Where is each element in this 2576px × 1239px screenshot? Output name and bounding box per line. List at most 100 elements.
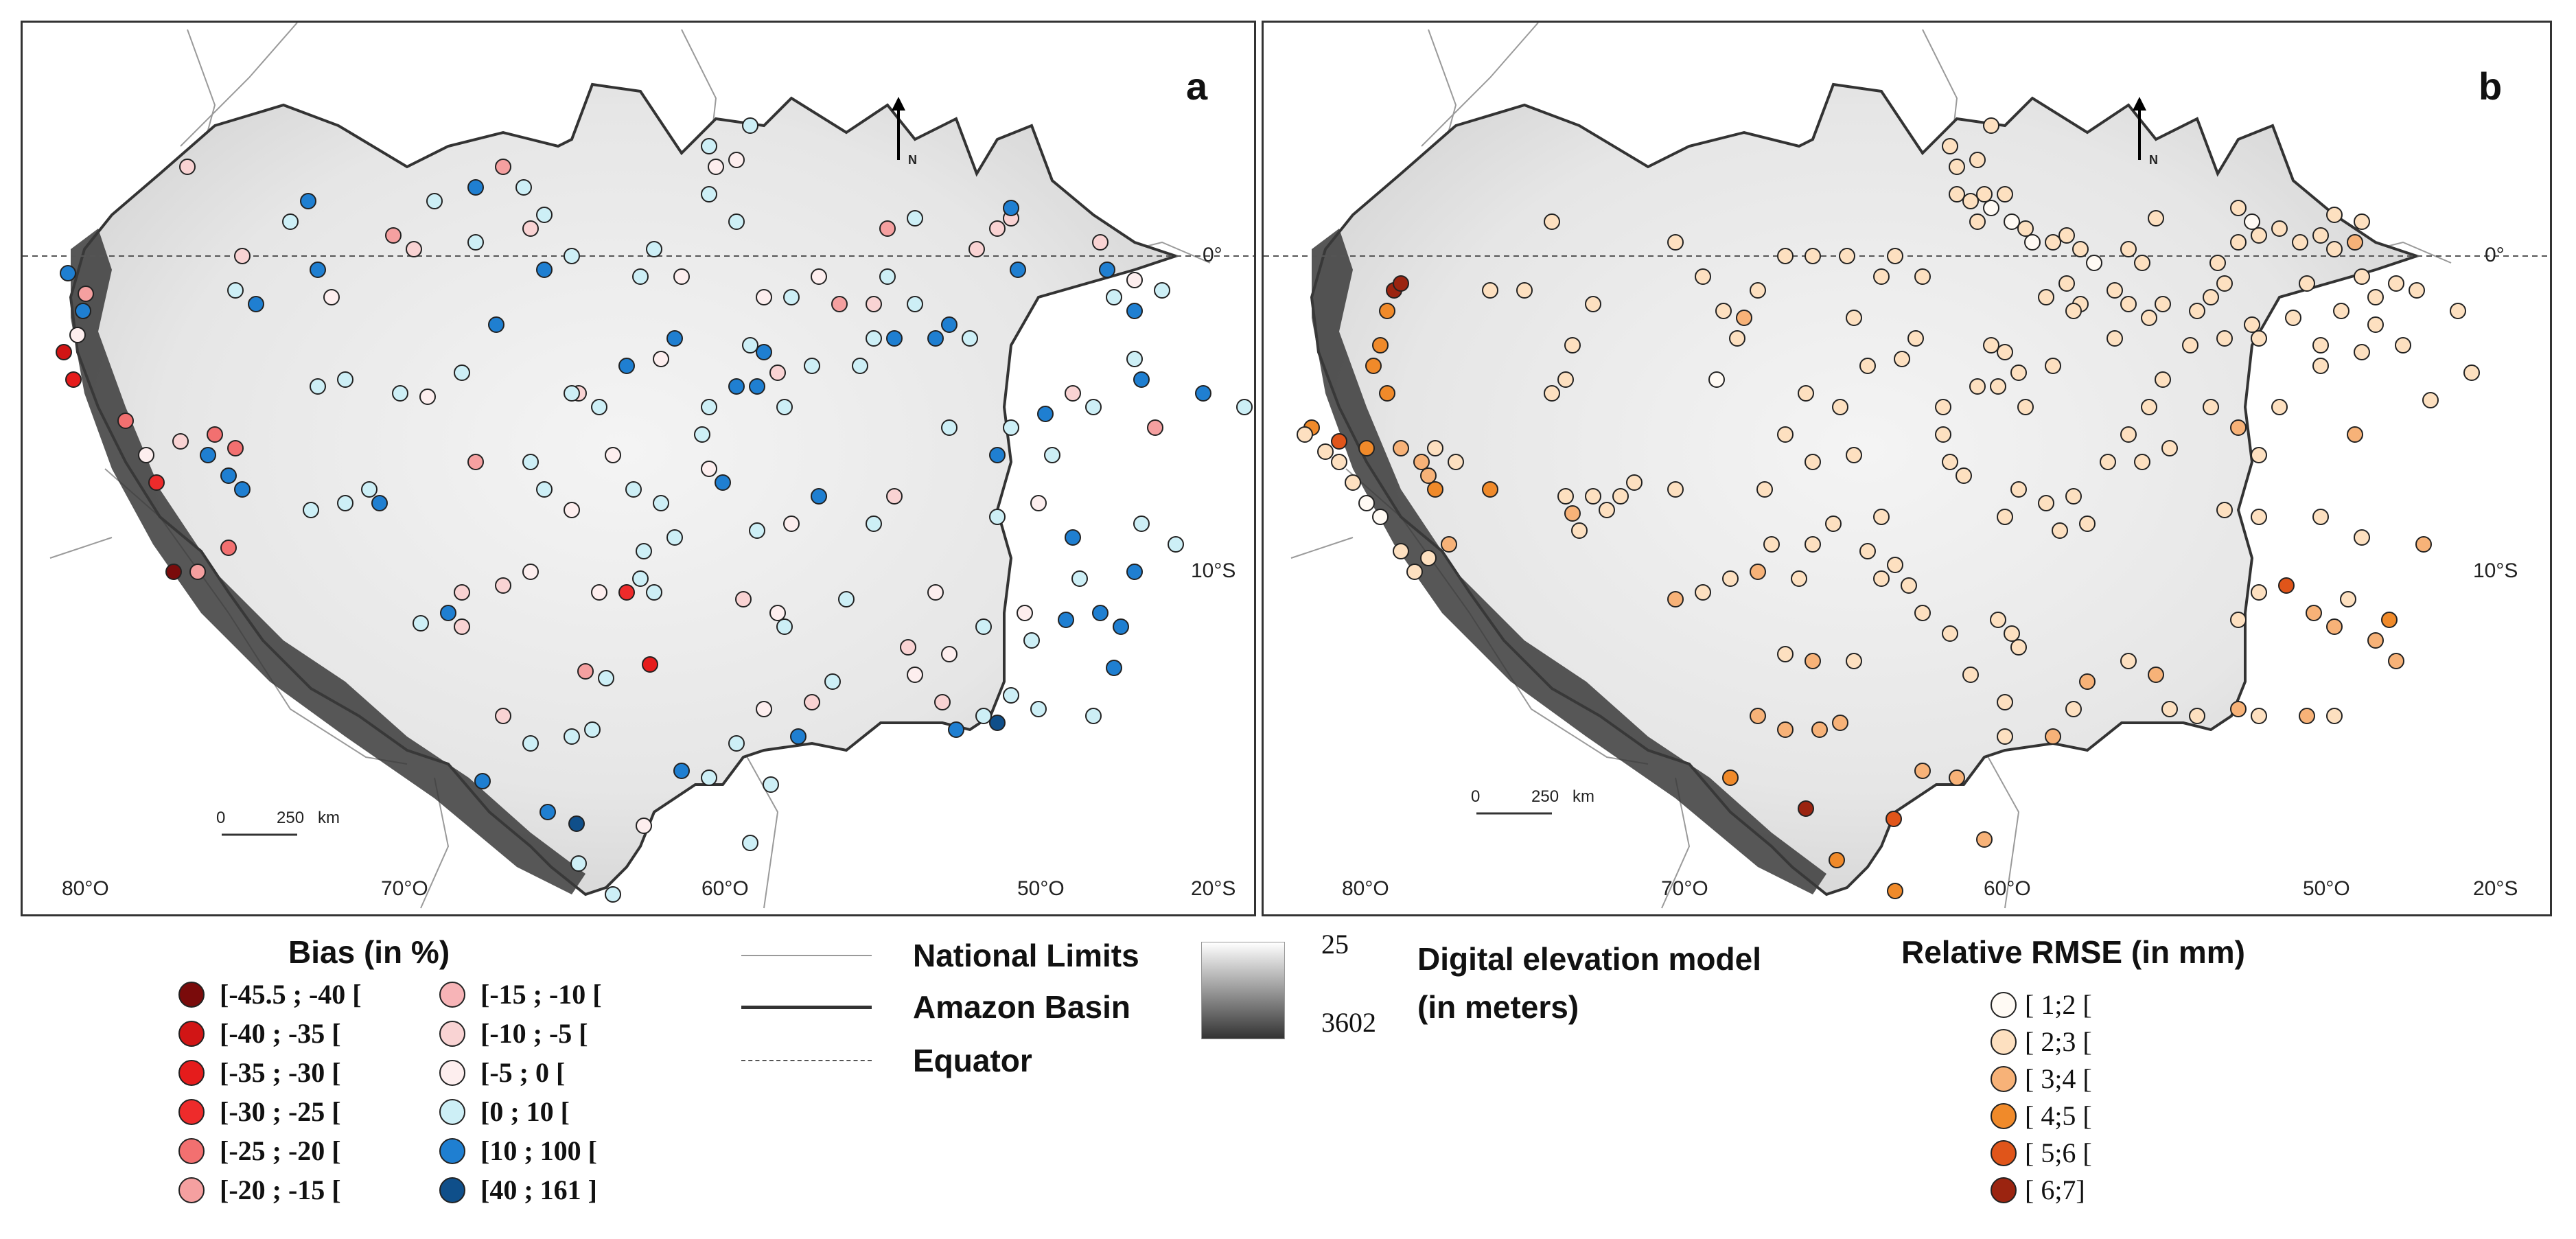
station: [1846, 310, 1862, 326]
rmse-legend-entry: [ 1;2 [: [1991, 988, 2092, 1021]
station: [371, 495, 388, 511]
station: [2209, 255, 2226, 271]
station: [769, 364, 786, 381]
station: [361, 481, 378, 498]
station: [1667, 234, 1684, 251]
bias-legend-label: [-20 ; -15 [: [220, 1174, 341, 1205]
station: [426, 193, 443, 209]
station: [1113, 618, 1129, 635]
bias-legend-label: [-5 ; 0 [: [480, 1057, 566, 1088]
station: [1983, 200, 1999, 216]
station: [1448, 454, 1464, 470]
station: [2312, 337, 2329, 354]
lat-label-20s: 20°S: [1191, 877, 1236, 900]
station: [866, 296, 882, 312]
station: [907, 667, 923, 683]
station: [392, 385, 408, 402]
amazon-basin-b: [1310, 82, 2422, 896]
bias-legend-entry: [-15 ; -10 [: [439, 978, 602, 1010]
station: [2065, 303, 2082, 319]
legend-national-limits-label: National Limits: [913, 938, 1139, 973]
bias-legend-entry: [-25 ; -20 [: [178, 1135, 341, 1167]
bias-legend-label: [0 ; 10 [: [480, 1096, 570, 1127]
station: [2409, 282, 2425, 299]
station: [2203, 289, 2219, 305]
station: [536, 481, 553, 498]
station: [968, 241, 985, 257]
station: [1956, 467, 1972, 484]
dem-max-value: 3602: [1321, 1007, 1376, 1038]
rmse-legend-label: [ 5;6 [: [2025, 1137, 2092, 1168]
station: [2058, 227, 2075, 244]
station: [2244, 213, 2260, 230]
station: [207, 426, 223, 443]
station: [1894, 351, 1910, 367]
station: [117, 413, 134, 429]
station: [454, 364, 470, 381]
station: [2299, 275, 2315, 292]
lon-label-50: 50°O: [1017, 877, 1065, 900]
station: [2285, 310, 2301, 326]
station: [69, 327, 86, 343]
station: [2251, 708, 2267, 724]
station: [927, 584, 944, 601]
station: [564, 385, 580, 402]
station: [2326, 207, 2343, 223]
station: [2312, 358, 2329, 374]
station: [227, 440, 244, 456]
station: [2340, 591, 2356, 607]
station: [2134, 255, 2150, 271]
legend-national-limits: National Limits: [741, 937, 1139, 974]
station: [2010, 639, 2027, 656]
legend-equator-label: Equator: [913, 1043, 1032, 1078]
station: [568, 815, 585, 832]
legend-swatch: [439, 1059, 465, 1086]
station: [2189, 708, 2205, 724]
station: [2326, 708, 2343, 724]
station: [701, 769, 717, 786]
station: [2230, 612, 2247, 628]
station: [1126, 272, 1143, 288]
station: [1722, 570, 1739, 587]
station: [220, 467, 237, 484]
station: [735, 591, 752, 607]
lat-label-0-b: 0°: [2485, 244, 2505, 266]
station: [1805, 653, 1821, 669]
station: [2045, 728, 2061, 745]
station: [1365, 358, 1382, 374]
station: [728, 152, 745, 168]
station: [1092, 234, 1109, 251]
station: [2367, 289, 2384, 305]
station: [1935, 426, 1951, 443]
station: [2120, 241, 2137, 257]
station: [1236, 399, 1253, 415]
station: [866, 330, 882, 347]
map-canvas-b: [1264, 23, 2550, 909]
station: [1168, 536, 1184, 553]
station: [1990, 378, 2006, 395]
station: [642, 656, 658, 673]
station: [2134, 454, 2150, 470]
station: [522, 454, 539, 470]
station: [2065, 701, 2082, 717]
station: [948, 721, 964, 738]
station: [282, 213, 299, 230]
station: [763, 776, 779, 793]
map-panel-a: a N 0 250 km: [21, 21, 1256, 916]
station: [1942, 138, 1958, 154]
station: [749, 522, 765, 539]
lon-label-70-b: 70°O: [1661, 877, 1708, 900]
station: [2367, 632, 2384, 649]
station: [1983, 337, 1999, 354]
station: [385, 227, 402, 244]
station: [2367, 316, 2384, 333]
legend-swatch: [1991, 991, 2017, 1018]
bias-legend-label: [40 ; 161 ]: [480, 1174, 597, 1205]
station: [2388, 275, 2404, 292]
bias-legend-entry: [-5 ; 0 [: [439, 1056, 565, 1089]
station: [1599, 502, 1615, 518]
dem-legend-title-1: Digital elevation model: [1417, 941, 1761, 977]
station: [900, 639, 916, 656]
station: [1030, 495, 1047, 511]
station: [907, 210, 923, 227]
